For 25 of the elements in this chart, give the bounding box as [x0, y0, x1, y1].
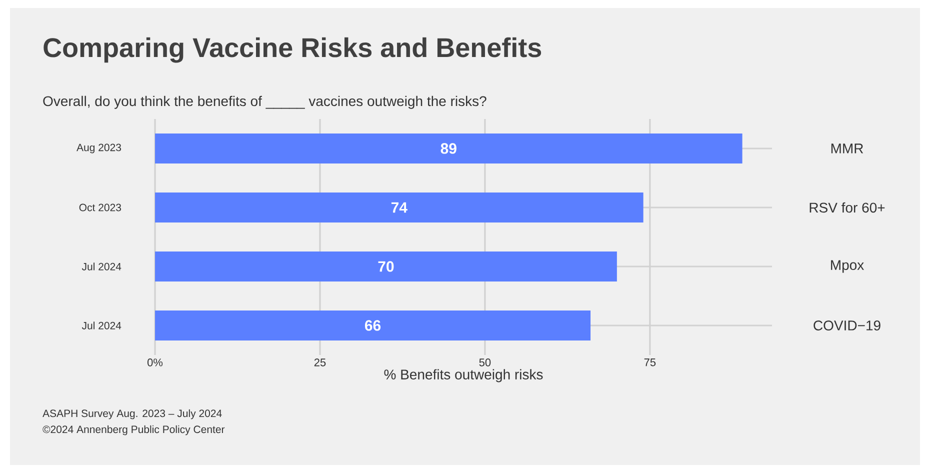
- chart-title: Comparing Vaccine Risks and Benefits: [44, 37, 542, 63]
- bar: [155, 133, 742, 164]
- y-tick-label: MMR: [831, 144, 864, 154]
- y-tick-label: RSV for 60+: [810, 202, 885, 213]
- x-tick-label: 75: [644, 358, 656, 366]
- y-tick-label: COVID−19: [814, 320, 880, 330]
- data-label: 66: [364, 320, 381, 331]
- bar: [155, 251, 617, 282]
- chart-subtitle: Overall, do you think the benefits of _____ vaccines outweigh the risks?: [43, 96, 486, 109]
- text: Jul 2024: [82, 322, 122, 330]
- x-axis-title: % Benefits outweigh risks: [384, 369, 543, 382]
- data-label: 74: [391, 202, 408, 213]
- x-tick-label: 0%: [147, 358, 163, 366]
- bar: [155, 310, 591, 340]
- x-tick-label: 25: [314, 358, 326, 366]
- data-label: 70: [378, 261, 394, 272]
- text: ASAPH Survey Aug. 2023 – July 2024: [42, 409, 222, 420]
- data-label: 89: [440, 143, 456, 154]
- y-tick-label: Mpox: [831, 260, 864, 273]
- x-tick-label: 50: [479, 358, 491, 366]
- text: Jul 2024: [82, 262, 122, 270]
- text: ©2024 Annenberg Public Policy Center: [42, 425, 225, 436]
- text: Oct 2023: [79, 204, 122, 212]
- text: Aug 2023: [76, 144, 121, 154]
- bar: [155, 192, 644, 222]
